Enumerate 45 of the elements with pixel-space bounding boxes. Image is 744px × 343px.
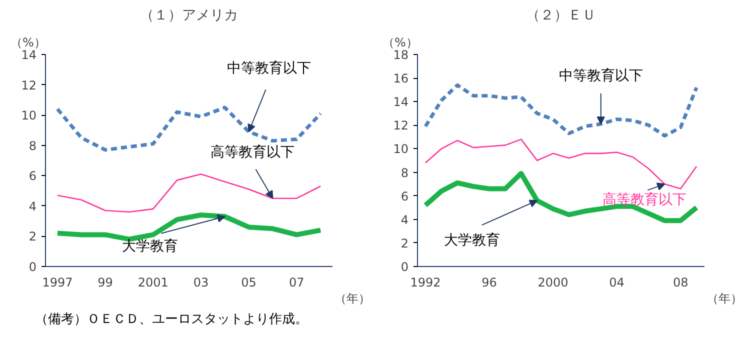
series-label: 高等教育以下: [210, 143, 295, 160]
x-tick-label: 08: [672, 276, 688, 290]
y-tick-label: 12: [393, 118, 409, 133]
x-tick-label: 04: [609, 276, 624, 290]
x-tick-label: 2000: [538, 276, 568, 290]
text: 中等教育以下: [558, 66, 643, 84]
y-tick-label: 4: [28, 199, 37, 214]
y-tick-label: 14: [21, 48, 37, 62]
y-tick-label: 8: [28, 138, 37, 153]
x-tick-label: 07: [288, 276, 304, 290]
y-tick-label: 6: [28, 169, 37, 184]
x-tick-label: 1997: [42, 276, 73, 290]
y-tick-label: 8: [400, 166, 409, 180]
x-axis-title: （年）: [334, 292, 370, 306]
x-tick-label: 96: [482, 276, 497, 290]
y-tick-label: 18: [393, 48, 409, 62]
chart-title: （２）ＥＵ: [526, 8, 596, 24]
line-series: [424, 138, 698, 190]
y-tick-label: 4: [400, 212, 409, 227]
text: 中等教育以下: [226, 60, 311, 77]
y-tick-label: 2: [28, 230, 37, 244]
y-tick-label: 10: [393, 142, 409, 156]
y-tick-label: 2: [400, 236, 409, 250]
line-series: [424, 83, 698, 138]
x-tick-label: 2001: [138, 276, 168, 290]
series-label: 高等教育以下: [602, 191, 687, 208]
chart-title: （１）アメリカ: [140, 8, 238, 24]
x-tick-label: 03: [193, 276, 209, 290]
x-tick-label: 05: [241, 276, 256, 290]
x-axis-title: （年）: [706, 292, 742, 306]
y-tick-label: 10: [21, 108, 37, 123]
text: （備考）ＯＥＣＤ、ユーロスタットより作成。: [35, 310, 308, 328]
y-axis-title: （%）: [10, 36, 46, 50]
y-tick-label: 0: [400, 260, 409, 274]
y-tick-label: 6: [400, 189, 409, 204]
y-tick-label: 12: [21, 78, 37, 92]
text: 大学教育: [444, 232, 500, 249]
y-axis-title: （%）: [382, 36, 418, 50]
x-tick-label: 99: [98, 276, 113, 290]
y-tick-label: 16: [393, 72, 409, 86]
x-tick-label: 1992: [410, 276, 441, 290]
y-tick-label: 0: [28, 260, 37, 274]
y-tick-label: 14: [393, 95, 409, 110]
line-series: [56, 173, 322, 213]
series-label: 大学教育: [122, 238, 178, 255]
